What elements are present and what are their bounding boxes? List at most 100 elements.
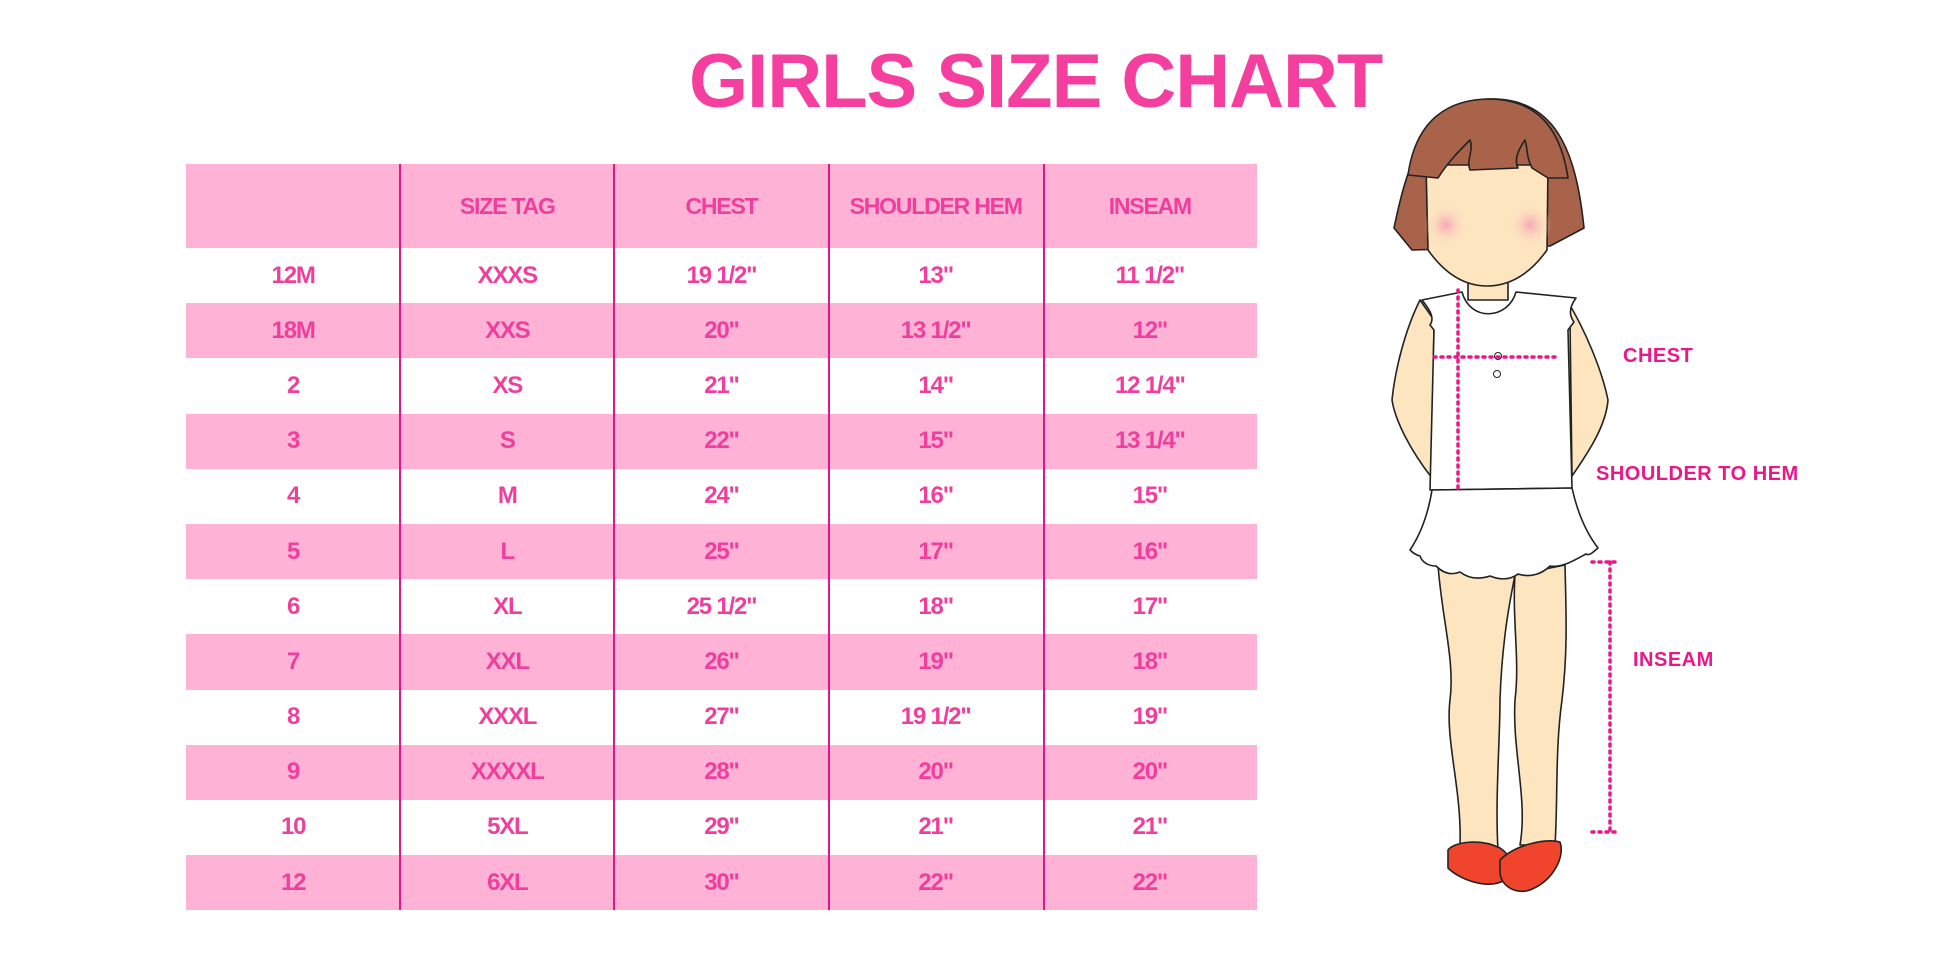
table-cell: 6	[287, 592, 300, 620]
shoulder-to-hem-label: SHOULDER TO HEM	[1596, 463, 1799, 485]
table-cell: 16"	[918, 482, 954, 510]
column-divider	[828, 164, 830, 910]
right-shoe	[1499, 840, 1562, 892]
table-cell: 29"	[704, 813, 740, 841]
table-cell: 5XL	[487, 813, 529, 841]
face	[1425, 164, 1549, 287]
right-arm	[1567, 301, 1609, 477]
table-cell: 19 1/2"	[686, 261, 758, 289]
table-row: 12 6XL 30" 22" 22"	[186, 855, 1257, 911]
table-cell: 13"	[918, 261, 954, 289]
table-cell: S	[499, 427, 516, 455]
size-table: SIZE TAG CHEST SHOULDER HEM INSEAM 12M XX…	[186, 164, 1257, 911]
right-cheek	[1508, 203, 1552, 247]
table-cell: 3	[287, 427, 300, 455]
table-cell: 4	[287, 482, 300, 510]
table-cell: M	[497, 482, 518, 510]
table-row: 5 L 25" 17" 16"	[186, 523, 1257, 580]
table-cell: 20"	[1132, 758, 1169, 786]
table-cell: 20"	[704, 316, 740, 344]
bangs	[1407, 98, 1569, 179]
table-cell: 10	[280, 813, 306, 841]
table-cell: 22"	[1132, 868, 1169, 896]
chest-label: CHEST	[1623, 345, 1694, 367]
button-icon	[1493, 370, 1501, 378]
table-cell: 21"	[1132, 813, 1169, 841]
table-cell: 30"	[704, 868, 740, 896]
table-cell: XL	[493, 592, 522, 620]
table-cell: 16"	[1132, 537, 1169, 565]
table-cell: 25"	[704, 537, 740, 565]
inseam-label: INSEAM	[1633, 649, 1714, 671]
table-cell: 21"	[704, 371, 740, 399]
header-cell: SIZE TAG	[459, 192, 556, 219]
table-cell: 20"	[918, 758, 954, 786]
table-cell: 2	[287, 371, 300, 399]
table-cell: 21"	[918, 813, 954, 841]
right-leg	[1513, 564, 1567, 846]
table-cell: XXL	[485, 647, 530, 675]
table-row: 10 5XL 29" 21" 21"	[186, 800, 1257, 855]
table-cell: 18M	[271, 316, 316, 344]
table-cell: 19"	[1132, 703, 1169, 731]
table-cell: 24"	[704, 482, 740, 510]
table-cell: 12M	[271, 261, 316, 289]
left-leg	[1437, 564, 1516, 851]
table-cell: 15"	[1132, 482, 1169, 510]
skirt	[1409, 487, 1599, 580]
table-cell: 17"	[1132, 592, 1169, 620]
header-cell: CHEST	[685, 192, 758, 219]
header-cell: INSEAM	[1108, 192, 1192, 219]
table-cell: 18"	[918, 592, 954, 620]
column-divider	[399, 164, 401, 910]
table-cell: L	[500, 537, 516, 565]
table-row: 8 XXXL 27" 19 1/2" 19"	[186, 690, 1257, 745]
table-cell: XXXS	[477, 261, 538, 289]
table-cell: 8	[287, 703, 300, 731]
table-cell: 6XL	[487, 868, 529, 896]
table-header-row: SIZE TAG CHEST SHOULDER HEM INSEAM	[186, 164, 1257, 248]
table-row: 12M XXXS 19 1/2" 13" 11 1/2"	[186, 248, 1257, 303]
table-row: 18M XXS 20" 13 1/2" 12"	[186, 303, 1257, 359]
shirt	[1421, 291, 1577, 491]
table-cell: 19 1/2"	[900, 703, 972, 731]
table-cell: XXXXL	[470, 758, 545, 786]
table-cell: 26"	[704, 647, 740, 675]
left-cheek	[1424, 203, 1468, 247]
table-cell: 12	[280, 868, 306, 896]
header-cell: SHOULDER HEM	[849, 192, 1023, 219]
table-cell: 15"	[918, 427, 954, 455]
column-divider	[1043, 164, 1045, 910]
table-cell: 18"	[1132, 647, 1169, 675]
table-row: 2 XS 21" 14" 12 1/4"	[186, 358, 1257, 413]
column-divider	[613, 164, 615, 910]
table-cell: 28"	[704, 758, 740, 786]
table-cell: 22"	[918, 868, 954, 896]
table-row: 6 XL 25 1/2" 18" 17"	[186, 579, 1257, 634]
table-cell: 14"	[918, 371, 954, 399]
left-arm	[1391, 299, 1435, 479]
table-cell: XXS	[485, 316, 531, 344]
table-cell: 12"	[1132, 316, 1169, 344]
table-cell: 5	[287, 537, 300, 565]
table-cell: 22"	[704, 427, 740, 455]
table-row: 9 XXXXL 28" 20" 20"	[186, 744, 1257, 800]
table-cell: 13 1/2"	[900, 316, 972, 344]
table-cell: 9	[287, 758, 300, 786]
table-cell: 27"	[704, 703, 740, 731]
table-row: 4 M 24" 16" 15"	[186, 469, 1257, 524]
table-cell: 12 1/4"	[1114, 371, 1186, 399]
table-cell: 11 1/2"	[1115, 261, 1186, 289]
page-title: GIRLS SIZE CHART	[689, 39, 1383, 124]
table-cell: XS	[492, 371, 523, 399]
table-row: 3 S 22" 15" 13 1/4"	[186, 413, 1257, 469]
table-cell: 19"	[918, 647, 954, 675]
table-cell: 17"	[918, 537, 954, 565]
table-cell: 7	[287, 647, 300, 675]
girl-figure-drawing	[1391, 98, 1622, 892]
table-cell: 25 1/2"	[686, 592, 758, 620]
table-cell: XXXL	[478, 703, 537, 731]
table-cell: 13 1/4"	[1114, 427, 1186, 455]
girl-measurement-illustration: CHEST SHOULDER TO HEM INSEAM	[1350, 0, 1946, 973]
table-row: 7 XXL 26" 19" 18"	[186, 634, 1257, 690]
